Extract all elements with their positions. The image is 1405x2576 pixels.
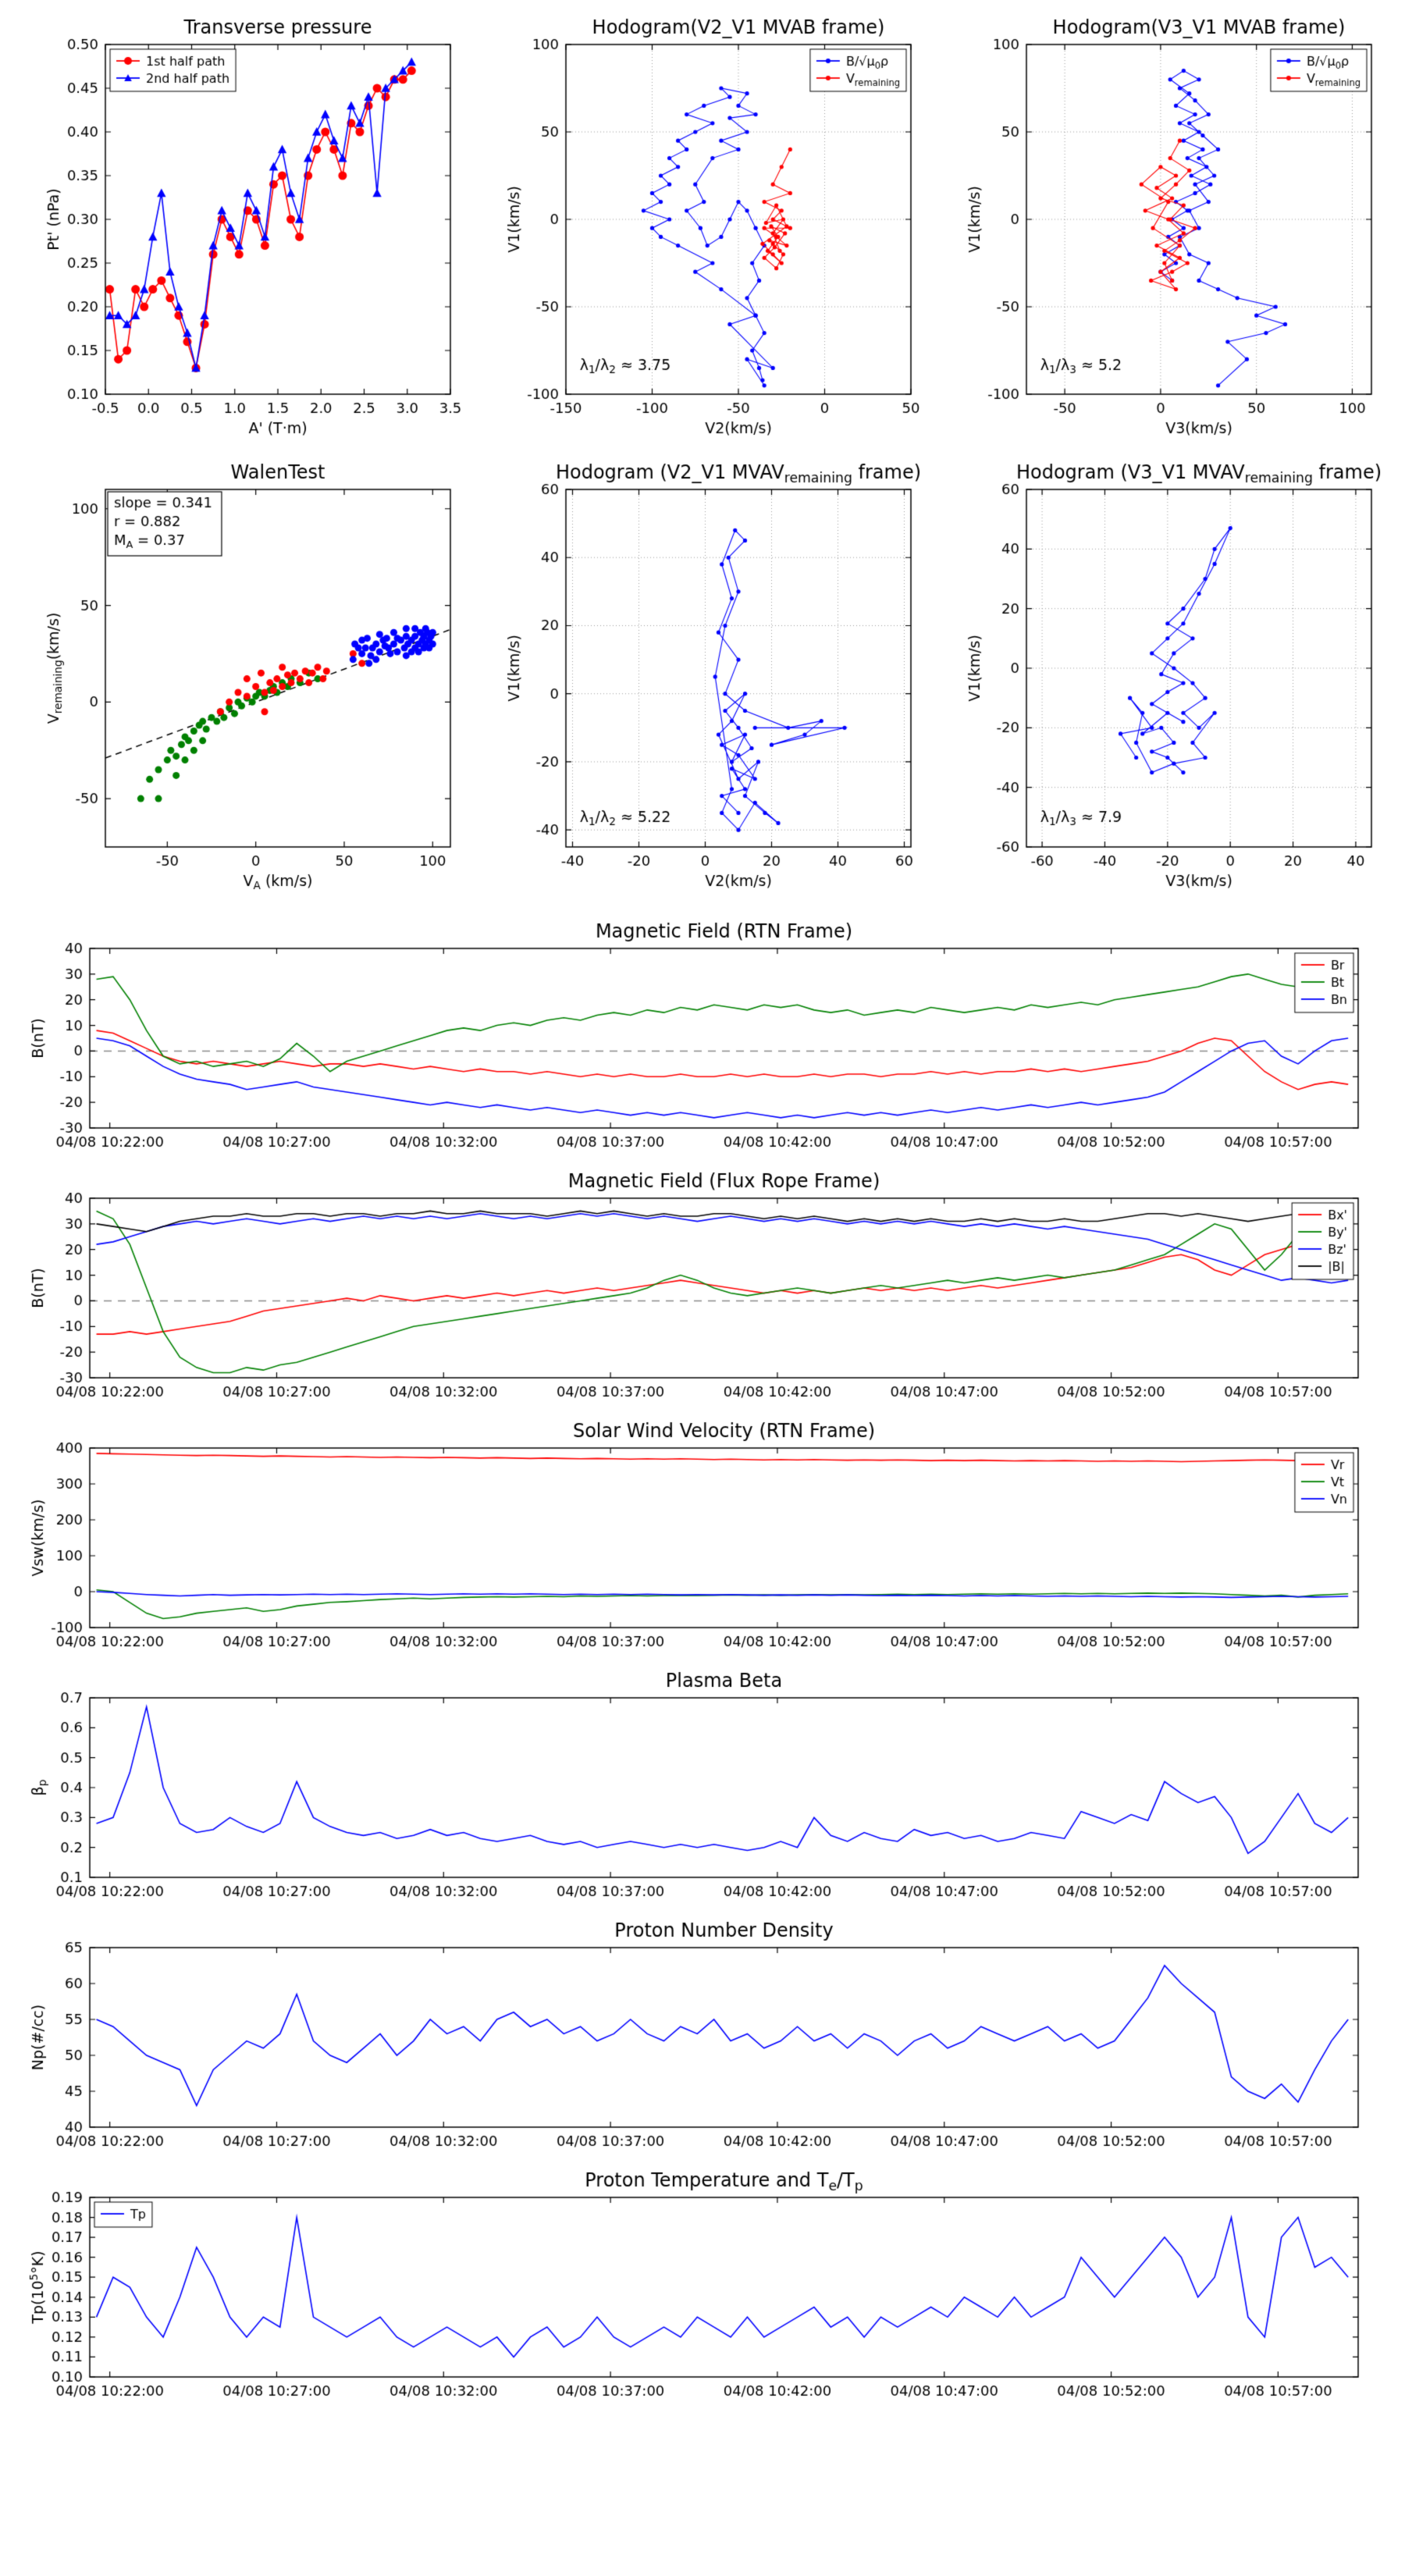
plot-plasma-beta bbox=[27, 1667, 1378, 1916]
plot-hodogram-v3v1-mvav bbox=[952, 457, 1385, 894]
plot-hodogram-v3v1-mvab bbox=[952, 12, 1385, 441]
plot-hodogram-v2v1-mvab bbox=[492, 12, 925, 441]
plot-solar-wind-velocity bbox=[27, 1417, 1378, 1667]
plot-hodogram-v2v1-mvav bbox=[492, 457, 925, 894]
plot-transverse-pressure bbox=[31, 12, 464, 441]
plot-magnetic-field-fluxrope bbox=[27, 1167, 1378, 1417]
plot-proton-number-density bbox=[27, 1916, 1378, 2166]
plot-proton-temperature bbox=[27, 2166, 1378, 2416]
plot-walen-test bbox=[31, 457, 464, 894]
plot-magnetic-field-rtn bbox=[27, 917, 1378, 1167]
